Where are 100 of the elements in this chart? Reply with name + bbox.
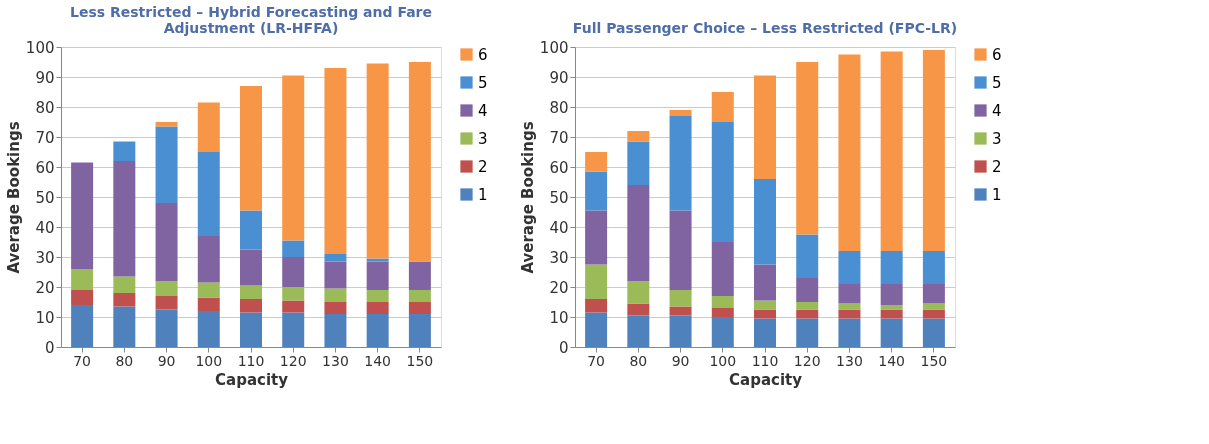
bar [197, 311, 220, 347]
bar [282, 300, 305, 313]
legend-label: 1 [478, 185, 488, 204]
bar [155, 203, 178, 281]
bar [282, 312, 305, 347]
y-tick-label: 90 [549, 68, 569, 87]
x-tick-label: 120 [793, 352, 821, 369]
bar [627, 141, 650, 185]
legend-label: 6 [478, 45, 488, 64]
x-tick-label: 90 [671, 352, 690, 369]
bar [838, 284, 861, 304]
bar [585, 264, 608, 299]
bar [711, 308, 734, 317]
bar [922, 318, 945, 347]
bar [627, 281, 650, 304]
bar [627, 315, 650, 347]
bar [880, 51, 903, 251]
bar [754, 179, 776, 265]
bar [282, 240, 305, 257]
bar [324, 68, 347, 254]
bar [922, 309, 945, 319]
x-tick-label: 130 [836, 352, 863, 369]
bar [922, 303, 945, 310]
y-tick-label: 90 [35, 68, 55, 87]
bar [880, 251, 903, 284]
y-tick-label: 50 [35, 188, 55, 207]
bar [155, 126, 178, 203]
y-tick-label: 70 [35, 128, 55, 147]
bar [796, 278, 819, 302]
y-tick-label: 20 [549, 278, 569, 297]
legend-label: 3 [478, 129, 488, 148]
bar [282, 257, 305, 287]
bar [282, 287, 305, 301]
bar [113, 306, 136, 347]
y-tick-label: 0 [558, 338, 569, 357]
bar [197, 152, 220, 236]
x-tick-label: 70 [587, 352, 606, 369]
bar [754, 75, 776, 179]
bar [669, 315, 692, 347]
bar [197, 236, 220, 283]
bar [408, 314, 431, 347]
chart-title: Less Restricted – Hybrid Forecasting and Fare Adjustment (LR-HFFA) [69, 4, 433, 36]
bar [669, 210, 692, 290]
bar [669, 306, 692, 316]
y-axis-title: Average Bookings [518, 121, 537, 274]
bar [627, 185, 650, 281]
legend-label: 3 [992, 129, 1002, 148]
bar [711, 296, 734, 308]
x-tick-label: 110 [237, 352, 265, 369]
bar [711, 317, 734, 347]
y-tick-label: 30 [549, 248, 569, 267]
bar [155, 281, 178, 296]
x-tick-label: 150 [406, 352, 434, 369]
bar [113, 161, 136, 277]
bar [796, 234, 819, 278]
y-tick-label: 40 [35, 218, 55, 237]
y-tick-label: 80 [549, 98, 569, 117]
y-tick-label: 80 [35, 98, 55, 117]
bar [880, 309, 903, 319]
bar [880, 318, 903, 347]
legend-label: 2 [478, 157, 488, 176]
x-tick-label: 80 [629, 352, 648, 369]
bar [366, 290, 389, 302]
x-tick-label: 70 [73, 352, 92, 369]
bar [838, 309, 861, 319]
bar [197, 297, 220, 311]
y-tick-label: 100 [25, 38, 55, 57]
bar [366, 261, 389, 290]
bar [240, 210, 262, 250]
x-tick-label: 90 [157, 352, 176, 369]
bar [408, 290, 431, 302]
bar [71, 305, 94, 347]
bar [366, 63, 389, 259]
bar [71, 269, 94, 290]
bar [922, 50, 945, 251]
legend-label: 6 [992, 45, 1002, 64]
legend-label: 2 [992, 157, 1002, 176]
bar [155, 309, 178, 347]
bar [754, 264, 776, 301]
bar [754, 318, 776, 347]
bar [838, 54, 861, 251]
bar [585, 171, 608, 211]
y-tick-label: 0 [44, 338, 55, 357]
x-tick-label: 100 [195, 352, 223, 369]
legend-label: 4 [992, 101, 1002, 120]
bar [240, 312, 262, 347]
bar [880, 305, 903, 310]
y-tick-label: 60 [35, 158, 55, 177]
x-axis-title: Capacity [215, 370, 289, 389]
bar [408, 261, 431, 290]
y-tick-label: 70 [549, 128, 569, 147]
bar [711, 242, 734, 296]
bar [711, 92, 734, 122]
bar [324, 288, 347, 302]
legend-label: 5 [992, 73, 1002, 92]
legend-label: 1 [992, 185, 1002, 204]
bar [922, 284, 945, 304]
x-tick-label: 140 [364, 352, 392, 369]
bar [838, 303, 861, 310]
y-tick-label: 40 [549, 218, 569, 237]
